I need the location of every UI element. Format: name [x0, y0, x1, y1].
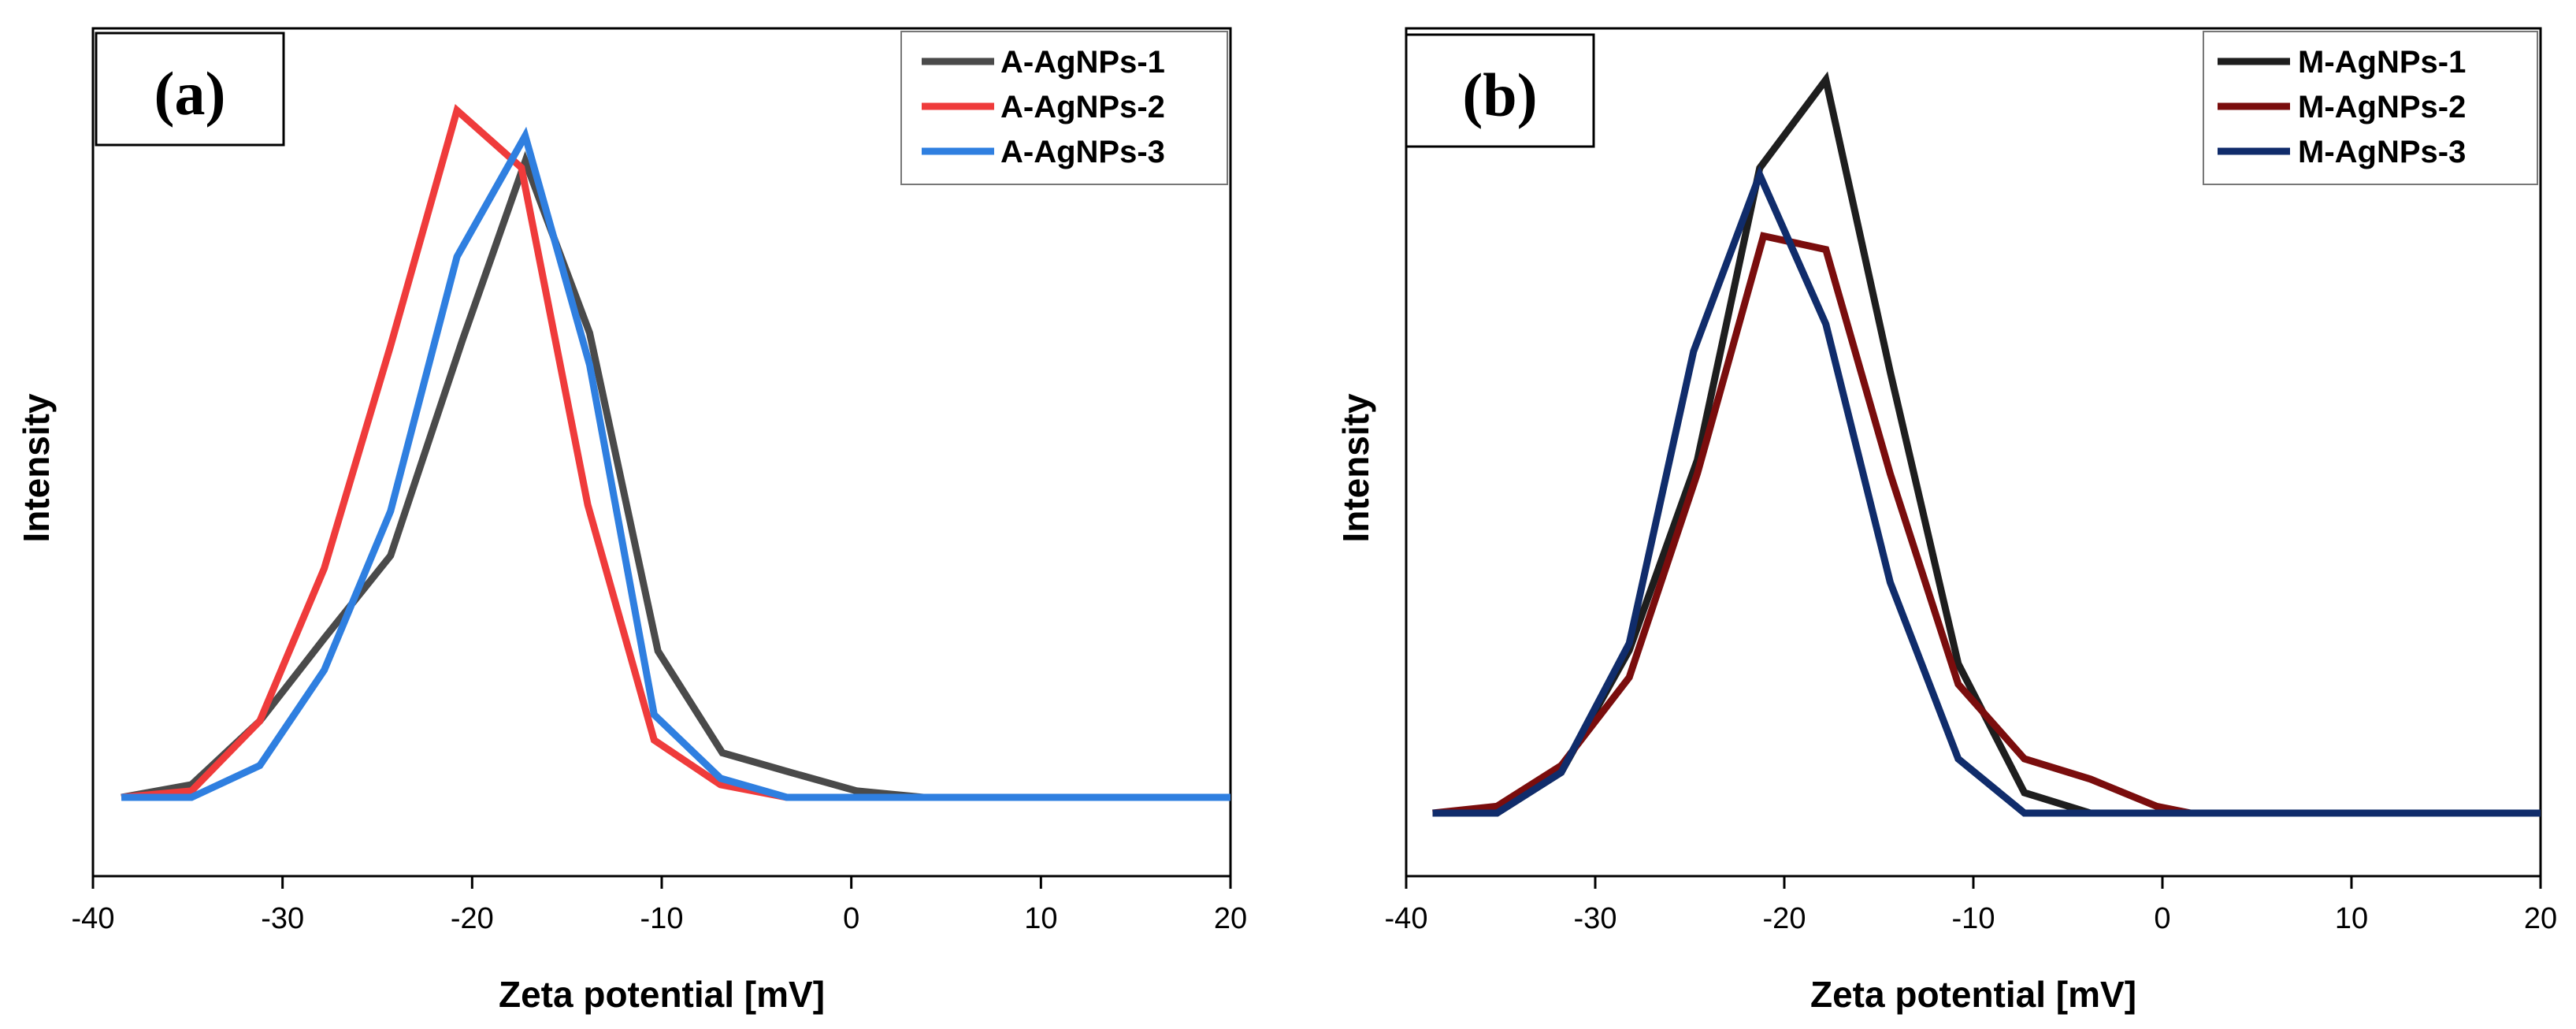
x-tick-label: -20	[1763, 902, 1806, 935]
panel-label-box	[95, 32, 285, 147]
x-axis-title: Zeta potential [mV]	[499, 974, 825, 1015]
x-tick-label: -40	[72, 902, 115, 935]
x-tick-label: -40	[1385, 902, 1428, 935]
chart-panel-b: -40 -30 -20 -10 0 10 20 Zeta potential [mV] Inte…	[1288, 0, 2576, 1029]
legend-label: M-AgNPs-3	[2298, 135, 2466, 169]
legend-label: A-AgNPs-2	[1000, 90, 1165, 124]
x-tick-label: -30	[261, 902, 304, 935]
series-line-a-agnps-3	[121, 126, 1230, 801]
chart-a: -40 -30 -20 -10 0 10 20 Zeta potential [mV] Inte…	[16, 27, 1247, 1015]
x-tick-label: 10	[1024, 902, 1057, 935]
x-tick-label: 20	[2524, 902, 2557, 935]
x-tick-label: 0	[843, 902, 859, 935]
x-tick-label: -10	[640, 902, 684, 935]
x-tick-label: -30	[1574, 902, 1617, 935]
x-tick-label: 20	[1214, 902, 1247, 935]
series-line-a-agnps-1	[121, 150, 1230, 801]
y-axis-title: Intensity	[16, 393, 57, 543]
chart-b: -40 -30 -20 -10 0 10 20 Zeta potential [mV] Inte…	[1335, 27, 2557, 1015]
legend-label: M-AgNPs-1	[2298, 45, 2466, 80]
legend-label: M-AgNPs-2	[2298, 90, 2466, 124]
chart-panel-a: -40 -30 -20 -10 0 10 20 Zeta potential [mV] Inte…	[16, 27, 1247, 1015]
series-line-a-agnps-2	[121, 103, 1230, 801]
panel-label: (a)	[154, 59, 226, 128]
panel-label: (b)	[1462, 61, 1537, 129]
x-axis-title: Zeta potential [mV]	[1810, 974, 2136, 1015]
x-tick-label: -10	[1952, 902, 1995, 935]
x-tick-label: 0	[2154, 902, 2170, 935]
y-axis-title: Intensity	[1335, 393, 1376, 543]
x-tick-label: 10	[2335, 902, 2368, 935]
series-line-m-agnps-3	[1432, 165, 2541, 817]
x-tick-label: -20	[451, 902, 494, 935]
legend-label: A-AgNPs-3	[1000, 135, 1165, 169]
legend-label: A-AgNPs-1	[1000, 45, 1165, 80]
panel-label-box	[1405, 33, 1595, 148]
